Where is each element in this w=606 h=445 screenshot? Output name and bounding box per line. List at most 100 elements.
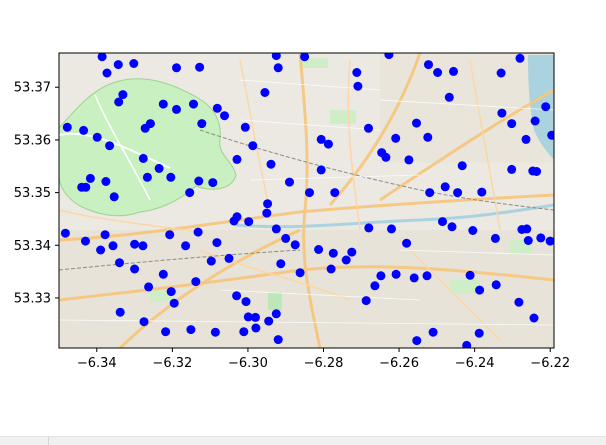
scatter-point: [422, 271, 432, 281]
y-tick-label: 53.34: [14, 239, 51, 254]
scatter-point: [158, 269, 168, 279]
scatter-point: [491, 280, 501, 290]
scatter-point: [144, 282, 154, 292]
scatter-point: [113, 60, 123, 70]
scatter-point: [210, 327, 220, 337]
scatter-point: [391, 133, 401, 143]
scatter-point: [262, 208, 272, 218]
scatter-point: [438, 217, 447, 227]
scatter-point: [330, 188, 340, 198]
scatter-point: [412, 336, 422, 346]
scatter-point: [239, 327, 249, 337]
scatter-point: [521, 134, 531, 144]
scatter-point: [409, 273, 419, 283]
scatter-point: [248, 141, 258, 151]
scatter-point: [142, 172, 152, 182]
scatter-point: [507, 164, 517, 174]
scatter-point: [353, 81, 363, 91]
scatter-point: [522, 224, 532, 234]
scatter-point: [328, 248, 338, 258]
scatter-point: [314, 245, 324, 254]
scatter-point: [100, 230, 110, 240]
scatter-point: [273, 63, 283, 73]
scatter-point: [530, 116, 540, 126]
scatter-point: [165, 230, 175, 240]
scatter-point: [305, 188, 314, 198]
scatter-point: [154, 163, 164, 173]
scatter-point: [232, 291, 242, 301]
scatter-point: [244, 217, 254, 227]
scatter-point: [243, 312, 253, 322]
scatter-point: [118, 90, 128, 100]
scatter-point: [185, 188, 195, 198]
y-tick-label: 53.36: [14, 133, 51, 148]
scatter-point: [447, 222, 457, 232]
scatter-point: [129, 59, 139, 68]
scatter-point: [145, 119, 155, 129]
scatter-point: [220, 111, 229, 121]
scatter-point: [62, 122, 72, 132]
scatter-point: [290, 240, 300, 250]
scatter-point: [212, 238, 222, 248]
scatter-point: [189, 99, 198, 109]
scatter-point: [169, 298, 179, 308]
plot-frame: [58, 52, 555, 349]
y-axis: 53.33 53.34 53.35 53.36 53.37: [14, 81, 59, 306]
scatter-point: [85, 173, 95, 183]
scatter-point: [206, 256, 216, 266]
scatter-point: [412, 118, 421, 128]
x-tick-label: −6.30: [228, 356, 268, 371]
scatter-point: [529, 313, 539, 323]
scatter-point: [497, 108, 507, 118]
scatter-point: [264, 316, 274, 326]
scatter-point: [404, 155, 414, 165]
scatter-point: [197, 119, 207, 129]
scatter-point: [251, 312, 260, 322]
scatter-point: [194, 176, 204, 186]
scatter-point: [115, 307, 125, 317]
scatter-point: [364, 223, 374, 233]
scatter-point: [285, 177, 294, 187]
scatter-point: [300, 53, 310, 62]
scatter-point: [453, 188, 463, 198]
scatter-point: [81, 182, 91, 192]
scatter-point: [232, 212, 242, 222]
scatter-point: [545, 236, 554, 246]
scatter-point: [105, 141, 115, 151]
scatter-point: [352, 68, 362, 77]
x-tick-label: −6.26: [379, 356, 419, 371]
scatter-point: [536, 233, 546, 243]
window-status-strip: [0, 436, 606, 445]
y-tick-label: 53.35: [14, 186, 51, 201]
scatter-point: [193, 227, 203, 237]
scatter-point: [387, 224, 396, 234]
y-tick-label: 53.33: [14, 291, 51, 306]
scatter-point: [271, 224, 281, 234]
scatter-point: [391, 269, 401, 279]
scatter-point: [402, 238, 412, 248]
scatter-point: [515, 53, 525, 63]
scatter-point: [449, 66, 458, 76]
scatter-point: [507, 119, 517, 129]
x-tick-label: −6.32: [152, 356, 192, 371]
scatter-point: [514, 297, 524, 307]
scatter-point: [468, 226, 478, 235]
scatter-point: [186, 325, 196, 335]
y-tick-label: 53.37: [14, 81, 51, 96]
scatter-point: [370, 281, 380, 291]
scatter-point: [341, 255, 351, 265]
scatter-point: [130, 264, 140, 274]
scatter-point: [181, 241, 191, 251]
scatter-point: [490, 233, 500, 243]
scatter-point: [547, 130, 554, 140]
scatter-point: [191, 277, 201, 287]
scatter-point: [271, 53, 281, 61]
scatter-point: [316, 165, 326, 175]
scatter-point: [271, 309, 281, 319]
scatter-point: [139, 317, 149, 327]
scatter-point: [172, 63, 181, 73]
scatter-point: [423, 132, 433, 142]
scatter-point: [433, 68, 443, 77]
scatter-point: [440, 182, 450, 192]
scatter-point: [523, 236, 533, 245]
